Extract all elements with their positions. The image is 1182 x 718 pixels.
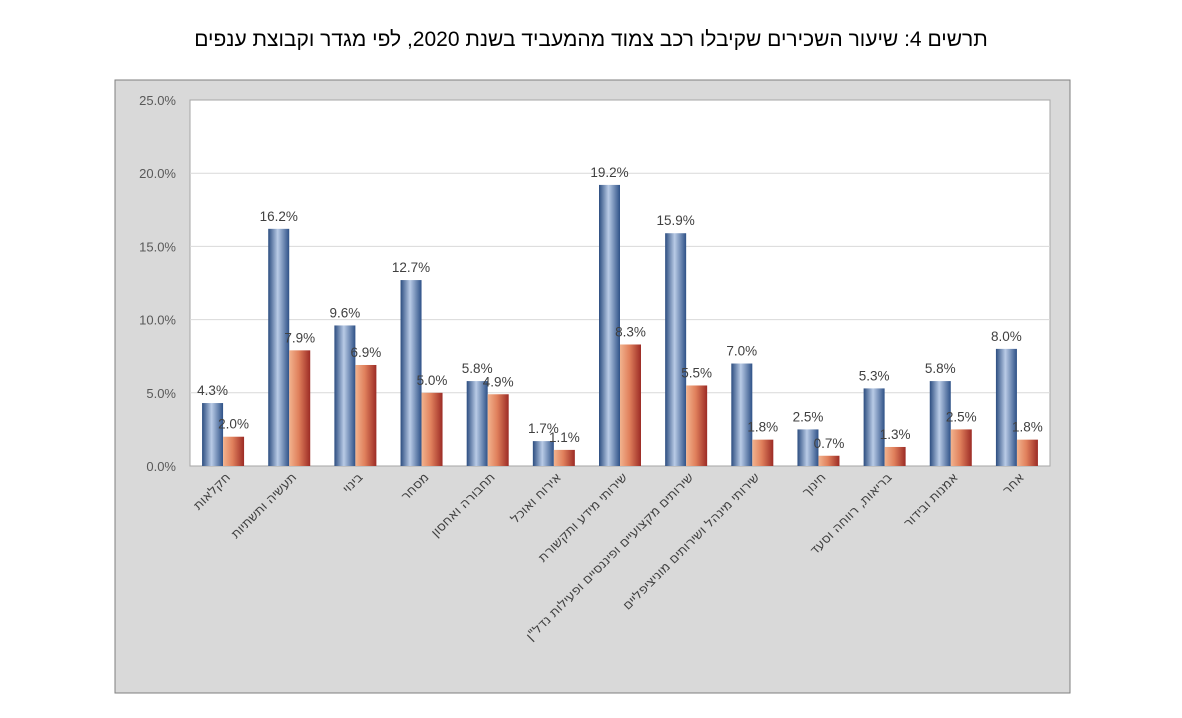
bar-series-2 [752, 439, 774, 466]
bar-series-2 [818, 455, 840, 466]
y-tick-label: 5.0% [146, 386, 176, 401]
bar-series-1 [929, 381, 951, 466]
data-label: 7.0% [726, 344, 757, 359]
y-tick-label: 10.0% [139, 313, 176, 328]
bar-series-2 [1016, 439, 1038, 466]
y-tick-label: 25.0% [139, 93, 176, 108]
bar-series-1 [268, 228, 290, 466]
data-label: 2.0% [218, 417, 249, 432]
data-label: 4.3% [197, 383, 228, 398]
data-label: 5.3% [859, 368, 890, 383]
data-label: 1.1% [549, 430, 580, 445]
data-label: 15.9% [657, 213, 695, 228]
y-tick-label: 0.0% [146, 459, 176, 474]
bar-series-1 [665, 233, 687, 466]
bar-series-2 [223, 436, 245, 466]
data-label: 5.8% [925, 361, 956, 376]
chart-title: תרשים 4: שיעור השכירים שקיבלו רכב צמוד מ… [194, 28, 988, 51]
bar-series-1 [995, 348, 1017, 466]
data-label: 1.3% [880, 427, 911, 442]
data-label: 2.5% [793, 409, 824, 424]
bar-series-1 [202, 403, 224, 466]
data-label: 19.2% [590, 165, 628, 180]
bar-series-2 [487, 394, 509, 466]
data-label: 5.8% [462, 361, 493, 376]
data-label: 16.2% [260, 209, 298, 224]
data-label: 6.9% [350, 345, 381, 360]
bar-series-2 [553, 449, 575, 466]
y-tick-label: 15.0% [139, 239, 176, 254]
bar-series-1 [599, 184, 620, 467]
bar-series-1 [863, 388, 885, 466]
data-label: 1.8% [1012, 420, 1043, 435]
data-label: 5.5% [681, 365, 712, 380]
bar-series-1 [797, 429, 819, 466]
bar-series-2 [686, 385, 708, 466]
bar-series-2 [421, 392, 443, 466]
data-label: 8.3% [615, 324, 646, 339]
y-tick-label: 20.0% [139, 166, 176, 181]
data-label: 0.7% [814, 436, 845, 451]
bar-series-1 [466, 381, 488, 466]
data-label: 12.7% [392, 260, 430, 275]
data-label: 8.0% [991, 329, 1022, 344]
bar-series-2 [884, 446, 906, 466]
data-label: 4.9% [483, 374, 514, 389]
bar-series-1 [334, 325, 356, 466]
data-label: 7.9% [284, 330, 315, 345]
bar-series-1 [731, 363, 753, 466]
bar-series-2 [620, 344, 641, 466]
bar-series-2 [289, 350, 311, 466]
data-label: 5.0% [417, 373, 448, 388]
bar-series-1 [532, 441, 554, 466]
bar-series-1 [400, 280, 422, 466]
data-label: 1.8% [747, 420, 778, 435]
data-label: 9.6% [329, 305, 360, 320]
data-label: 1.7% [528, 421, 559, 436]
bar-series-2 [355, 364, 377, 466]
data-label: 2.5% [946, 409, 977, 424]
bar-series-2 [950, 429, 972, 466]
